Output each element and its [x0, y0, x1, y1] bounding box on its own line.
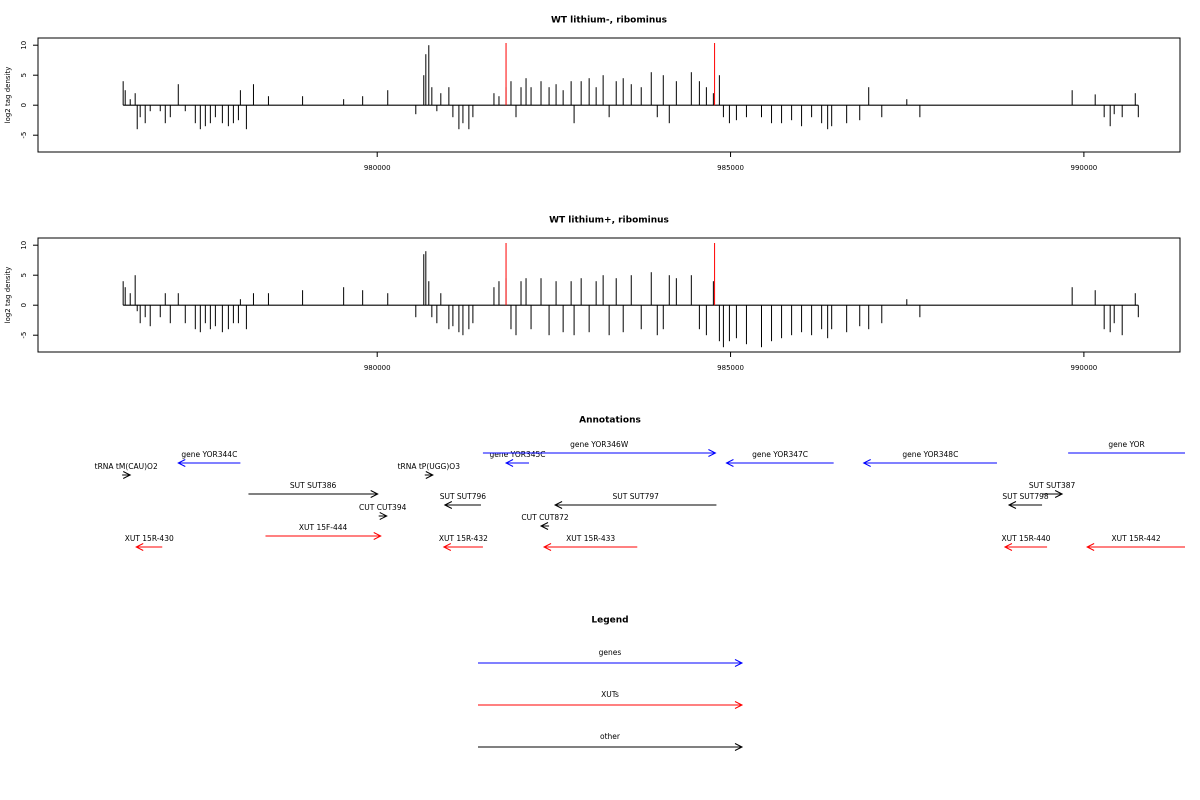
feature-arrow: [1086, 543, 1185, 551]
panel-title: WT lithium+, ribominus: [549, 216, 669, 226]
legend-arrow: [478, 701, 744, 709]
feature-arrow: [424, 471, 434, 479]
feature-arrow: [1003, 543, 1048, 551]
feature-arrow: [378, 512, 388, 520]
feature-label: tRNA tM(CAU)O2: [95, 462, 158, 471]
y-tick-label: 0: [20, 103, 28, 107]
feature-label: XUT 15R-433: [566, 534, 615, 543]
feature-arrow: [1042, 490, 1064, 498]
plot-frame: [37, 237, 1181, 353]
feature-label: tRNA tP(UGG)O3: [398, 462, 461, 471]
feature-arrow: [265, 532, 382, 540]
y-axis-label: log2 tag density: [4, 267, 12, 324]
feature-label: XUT 15R-432: [439, 534, 488, 543]
feature-label: SUT SUT386: [290, 481, 337, 490]
feature-label: gene YOR: [1108, 440, 1144, 449]
feature-label: gene YOR346W: [570, 440, 629, 449]
feature-arrow: [1007, 501, 1043, 509]
y-tick-label: -5: [20, 332, 28, 339]
feature-arrow: [504, 459, 530, 467]
legend-label: XUTs: [601, 690, 619, 699]
legend-label: other: [600, 732, 621, 741]
feature-label: SUT SUT797: [613, 492, 660, 501]
feature-arrow: [248, 490, 379, 498]
x-tick-label: 990000: [1071, 164, 1098, 172]
feature-arrow: [177, 459, 241, 467]
feature-label: SUT SUT796: [440, 492, 487, 501]
y-tick-label: 10: [20, 241, 28, 250]
y-tick-label: 0: [20, 303, 28, 307]
feature-arrow: [553, 501, 717, 509]
panel-title: WT lithium-, ribominus: [551, 16, 667, 26]
y-axis-label: log2 tag density: [4, 67, 12, 124]
feature-label: SUT SUT387: [1029, 481, 1076, 490]
feature-label: gene YOR344C: [181, 450, 237, 459]
x-tick-label: 990000: [1071, 364, 1098, 372]
feature-arrow: [539, 522, 550, 530]
feature-label: XUT 15F-444: [299, 523, 348, 532]
feature-label: SUT SUT798: [1002, 492, 1049, 501]
y-tick-label: 10: [20, 41, 28, 50]
annotations-title: Annotations: [579, 416, 641, 426]
x-tick-label: 980000: [364, 364, 391, 372]
feature-arrow: [122, 471, 132, 479]
feature-label: gene YOR348C: [902, 450, 958, 459]
feature-arrow: [1068, 452, 1185, 454]
feature-arrow: [862, 459, 997, 467]
feature-label: CUT CUT394: [359, 503, 407, 512]
feature-label: XUT 15R-440: [1001, 534, 1050, 543]
feature-label: gene YOR347C: [752, 450, 808, 459]
y-tick-label: 5: [20, 73, 28, 77]
legend-arrow: [478, 743, 744, 751]
x-tick-label: 985000: [717, 364, 744, 372]
legend-label: genes: [599, 648, 622, 657]
y-tick-label: -5: [20, 132, 28, 139]
feature-label: gene YOR345C: [490, 450, 546, 459]
legend-title: Legend: [591, 616, 628, 626]
feature-arrow: [725, 459, 834, 467]
plot-frame: [37, 37, 1181, 153]
feature-arrow: [482, 449, 717, 457]
feature-arrow: [443, 501, 481, 509]
feature-arrow: [442, 543, 483, 551]
feature-label: CUT CUT872: [521, 513, 569, 522]
feature-label: XUT 15R-442: [1112, 534, 1161, 543]
x-tick-label: 985000: [717, 164, 744, 172]
legend-arrow: [478, 659, 744, 667]
feature-arrow: [542, 543, 638, 551]
feature-label: XUT 15R-430: [125, 534, 174, 543]
y-tick-label: 5: [20, 273, 28, 277]
x-tick-label: 980000: [364, 164, 391, 172]
feature-arrow: [135, 543, 163, 551]
